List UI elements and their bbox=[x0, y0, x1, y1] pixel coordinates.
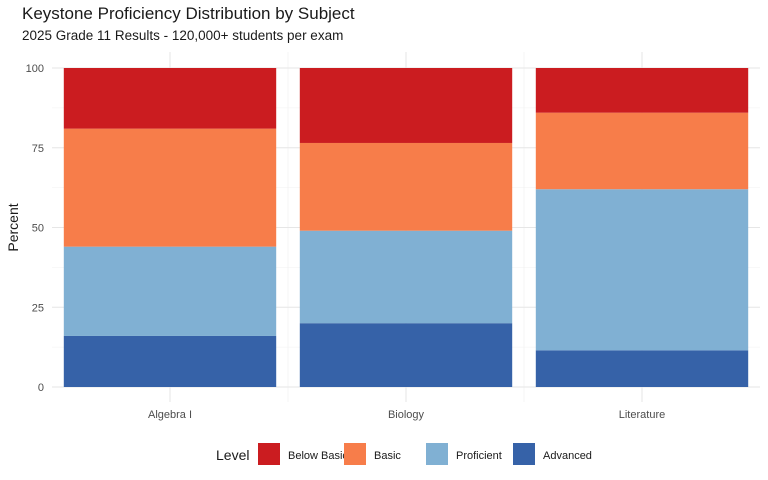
y-tick-label: 25 bbox=[32, 302, 44, 314]
legend-key-proficient bbox=[426, 443, 448, 465]
bar-biology-basic bbox=[299, 142, 513, 231]
legend-key-advanced bbox=[513, 443, 535, 465]
bar-algebra-i-advanced bbox=[63, 335, 277, 387]
legend-label: Proficient bbox=[456, 450, 502, 462]
bar-algebra-i-basic bbox=[63, 128, 277, 247]
legend-label: Advanced bbox=[543, 450, 592, 462]
x-tick-label: Algebra I bbox=[148, 409, 192, 421]
bars bbox=[63, 68, 749, 387]
legend-title: Level bbox=[216, 447, 249, 463]
legend-key-basic bbox=[344, 443, 366, 465]
bar-algebra-i-below-basic bbox=[63, 68, 277, 129]
bar-literature-basic bbox=[535, 112, 749, 190]
chart-title: Keystone Proficiency Distribution by Sub… bbox=[22, 4, 355, 23]
bar-literature-advanced bbox=[535, 350, 749, 387]
bar-literature-proficient bbox=[535, 189, 749, 351]
legend-label: Below Basic bbox=[288, 450, 348, 462]
y-axis-label: Percent bbox=[5, 203, 21, 251]
y-tick-label: 50 bbox=[32, 223, 44, 235]
x-tick-label: Biology bbox=[388, 409, 425, 421]
bar-biology-proficient bbox=[299, 230, 513, 324]
bar-algebra-i-proficient bbox=[63, 246, 277, 336]
legend-label: Basic bbox=[374, 450, 401, 462]
bar-biology-advanced bbox=[299, 323, 513, 387]
chart-subtitle: 2025 Grade 11 Results - 120,000+ student… bbox=[22, 28, 344, 43]
legend: Level Below Basic Basic Proficient Advanced bbox=[216, 443, 592, 465]
x-tick-label: Literature bbox=[619, 409, 665, 421]
bar-literature-below-basic bbox=[535, 68, 749, 113]
bar-biology-below-basic bbox=[299, 68, 513, 143]
y-tick-label: 75 bbox=[32, 143, 44, 155]
y-tick-label: 0 bbox=[38, 382, 44, 394]
legend-key-below-basic bbox=[258, 443, 280, 465]
y-tick-label: 100 bbox=[26, 63, 44, 75]
